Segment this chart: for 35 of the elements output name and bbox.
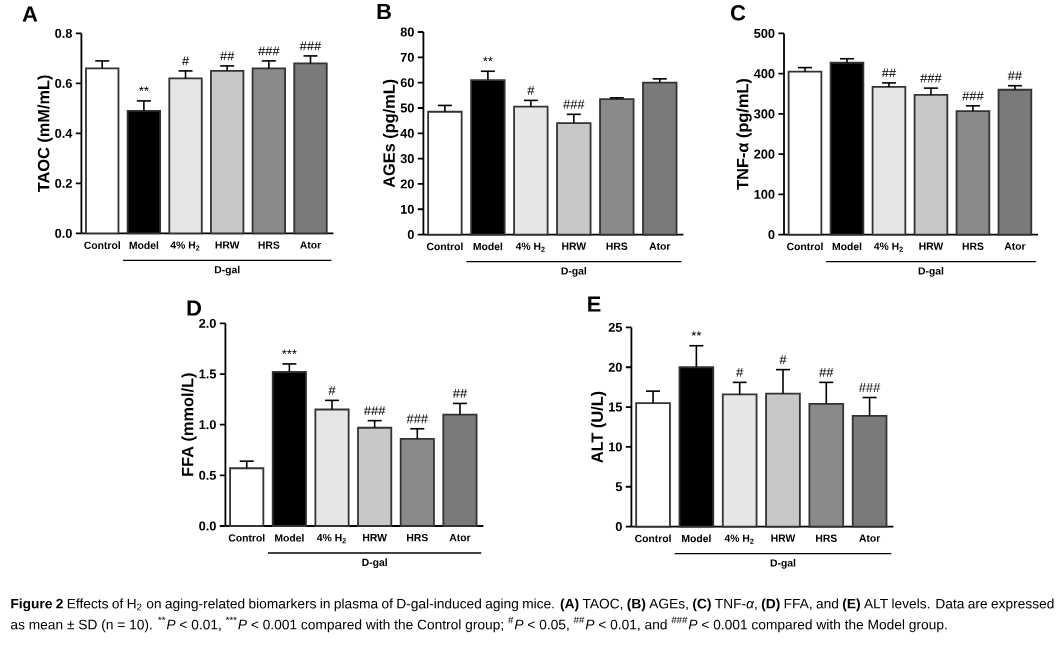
bar [513,105,549,236]
bar [357,426,393,527]
bar [599,98,635,236]
bar [721,393,758,528]
chart-title: E [588,296,601,312]
y-axis-title: AGEs (pg/mL) [382,79,399,188]
bar [635,402,671,528]
y-axis-title: TAOC (mM/mL) [37,75,53,193]
bar [808,402,845,528]
chart-title: C [731,5,746,21]
bar [399,437,435,527]
y-axis-title: TNF-α (pg/mL) [736,78,752,190]
bar [85,67,120,235]
bar [314,408,350,527]
bar [997,88,1033,236]
bar [955,110,991,236]
chart-title: A [22,6,38,22]
y-axis-title: ALT (U/L) [590,391,607,463]
chart-title: D [187,300,201,316]
bar [871,86,907,236]
bar [787,70,823,236]
bar [851,414,888,528]
bar [229,467,265,527]
y-axis-title: FFA (mmol/L) [181,373,197,476]
bar [556,122,592,236]
bar [210,70,245,235]
chart-title: B [377,3,391,19]
bar [913,94,949,236]
bar [168,77,203,235]
bar [293,62,328,235]
bar [765,392,801,528]
bar [442,413,478,527]
bar [642,81,678,236]
bar [251,67,286,235]
bar [427,110,463,236]
